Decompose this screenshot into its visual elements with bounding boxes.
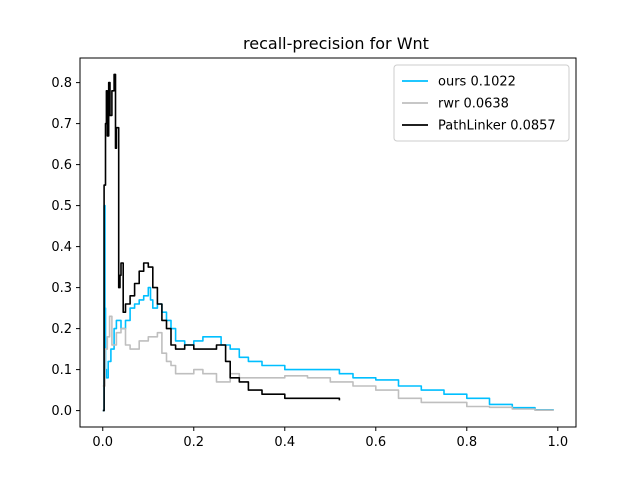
x-tick-label: 0.8 [456,435,477,450]
y-tick-label: 0.3 [51,281,72,296]
y-tick-label: 0.7 [51,117,72,132]
x-tick-label: 0.6 [365,435,386,450]
plot-lines [102,73,554,412]
y-tick-label: 0.5 [51,199,72,214]
y-tick-label: 0.8 [51,76,72,91]
x-axis: 0.0 0.2 0.4 0.6 0.8 1.0 [92,427,568,450]
x-tick-label: 0.4 [274,435,295,450]
series-line-2 [102,73,341,412]
y-tick-label: 0.4 [51,240,72,255]
series-line-1 [102,315,554,411]
y-tick-label: 0.1 [51,363,72,378]
legend: ours 0.1022 rwr 0.0638 PathLinker 0.0857 [393,64,570,142]
y-tick-label: 0.6 [51,158,72,173]
series-line-0 [102,204,554,412]
x-tick-label: 1.0 [547,435,568,450]
legend-label: ours 0.1022 [438,75,516,90]
y-tick-label: 0.0 [51,404,72,419]
chart-title: recall-precision for Wnt [243,34,429,53]
y-tick-label: 0.2 [51,322,72,337]
legend-label: PathLinker 0.0857 [438,119,556,134]
x-tick-label: 0.2 [183,435,204,450]
y-axis: 0.0 0.1 0.2 0.3 0.4 0.5 0.6 0.7 0.8 [51,76,80,419]
legend-label: rwr 0.0638 [438,97,509,112]
x-tick-label: 0.0 [92,435,113,450]
plot-frame [79,57,577,428]
legend-box [393,64,570,142]
